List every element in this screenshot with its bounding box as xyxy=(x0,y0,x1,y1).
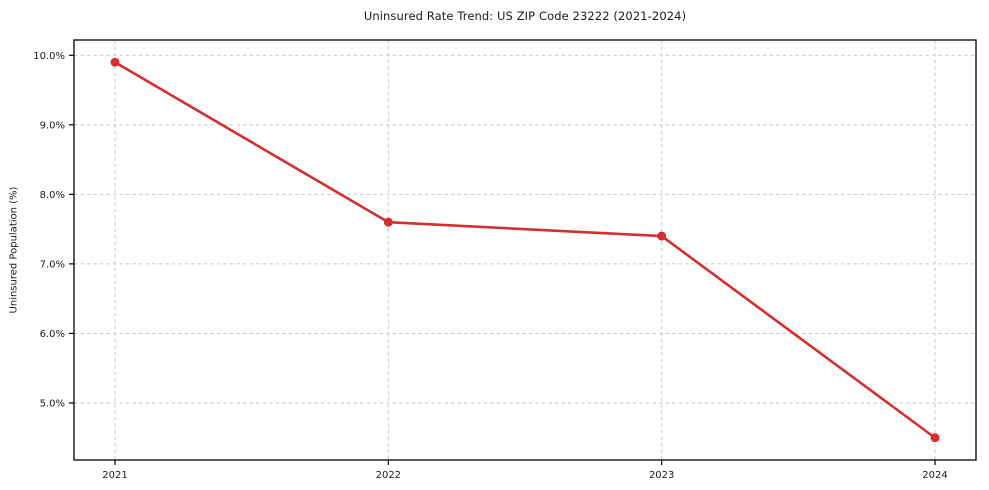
chart-title: Uninsured Rate Trend: US ZIP Code 23222 … xyxy=(363,9,687,23)
x-tick-label: 2021 xyxy=(102,470,127,481)
data-point xyxy=(930,433,940,443)
y-tick-label: 8.0% xyxy=(40,190,65,201)
trend-line xyxy=(113,60,937,440)
y-tick-label: 7.0% xyxy=(40,259,65,270)
plot-frame xyxy=(73,39,977,461)
y-tick-label: 5.0% xyxy=(40,398,65,409)
data-point xyxy=(383,217,393,227)
data-point xyxy=(657,231,667,241)
x-tick-label: 2023 xyxy=(649,470,674,481)
data-point xyxy=(110,57,120,67)
y-tick-label: 6.0% xyxy=(40,329,65,340)
y-tick-label: 10.0% xyxy=(33,51,65,62)
x-tick-label: 2024 xyxy=(922,470,947,481)
y-tick-label: 9.0% xyxy=(40,120,65,131)
x-tick-label: 2022 xyxy=(376,470,401,481)
